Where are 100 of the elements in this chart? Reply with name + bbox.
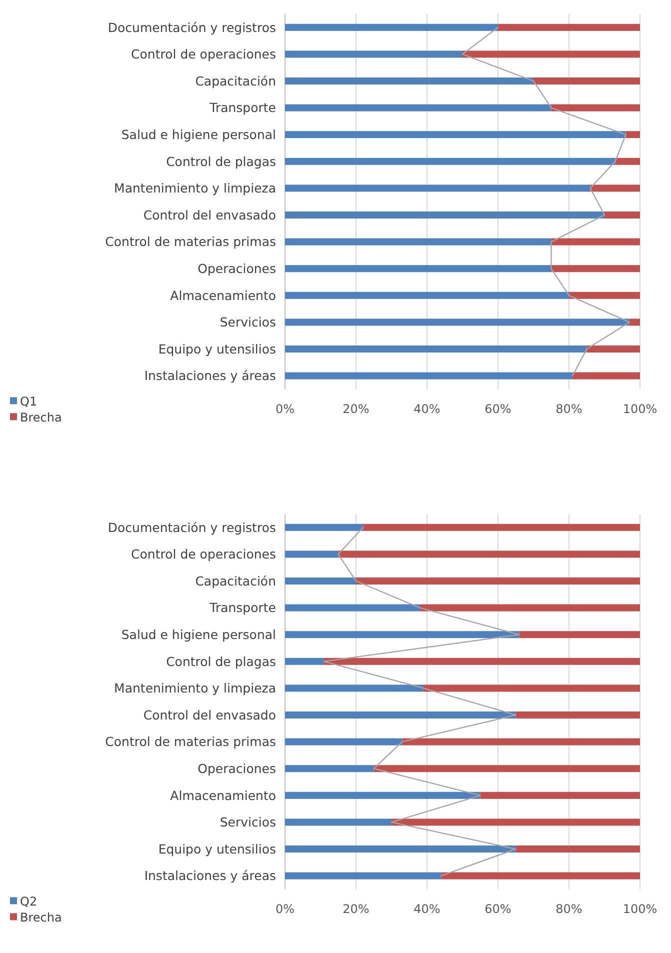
bar bbox=[516, 712, 640, 718]
x-tick-label: 100% bbox=[622, 902, 658, 916]
bar bbox=[498, 24, 640, 31]
x-tick-label: 0% bbox=[275, 402, 295, 416]
bar bbox=[572, 372, 640, 380]
y-tick-label: Control de materias primas bbox=[105, 234, 276, 250]
y-tick-label: Salud e higiene personal bbox=[121, 626, 276, 642]
bar bbox=[420, 604, 640, 612]
bar bbox=[516, 846, 640, 852]
bar bbox=[338, 550, 640, 558]
bar bbox=[569, 292, 640, 299]
bar bbox=[462, 50, 640, 58]
bar bbox=[285, 50, 462, 58]
y-tick-label: Transporte bbox=[208, 100, 276, 116]
y-tick-label: Documentación y registros bbox=[108, 520, 276, 535]
bar bbox=[285, 818, 392, 826]
bar bbox=[285, 158, 616, 165]
y-tick-label: Control del envasado bbox=[143, 207, 276, 222]
bar bbox=[356, 578, 640, 584]
bar bbox=[285, 238, 552, 246]
bar bbox=[285, 78, 534, 84]
bar bbox=[423, 684, 640, 692]
x-tick-label: 80% bbox=[556, 402, 582, 416]
bar bbox=[285, 265, 552, 272]
bar bbox=[615, 158, 640, 165]
bar bbox=[629, 318, 640, 326]
y-tick-label: Control de materias primas bbox=[105, 734, 276, 750]
y-tick-label: Almacenamiento bbox=[170, 788, 276, 803]
y-tick-label: Instalaciones y áreas bbox=[144, 368, 276, 384]
y-tick-label: Capacitación bbox=[195, 73, 276, 88]
bar bbox=[285, 578, 356, 584]
x-tick-label: 40% bbox=[414, 402, 440, 416]
y-tick-label: Equipo y utensilios bbox=[158, 841, 276, 856]
y-tick-label: Control de plagas bbox=[166, 654, 276, 669]
legend-label: Brecha bbox=[20, 910, 62, 924]
bar bbox=[519, 631, 640, 638]
bar bbox=[285, 658, 324, 665]
bar bbox=[285, 212, 604, 218]
bar bbox=[285, 604, 420, 612]
bar bbox=[324, 658, 640, 665]
y-tick-label: Capacitación bbox=[195, 573, 276, 588]
x-tick-label: 0% bbox=[275, 902, 295, 916]
y-tick-label: Control de operaciones bbox=[131, 546, 276, 562]
bar bbox=[285, 765, 374, 772]
bar bbox=[285, 292, 569, 299]
y-tick-label: Control del envasado bbox=[143, 707, 276, 722]
bar bbox=[363, 524, 640, 531]
bar bbox=[285, 738, 402, 746]
bar bbox=[586, 346, 640, 352]
bar bbox=[285, 318, 630, 326]
bar bbox=[626, 131, 640, 138]
x-tick-label: 40% bbox=[414, 902, 440, 916]
bar bbox=[480, 792, 640, 799]
x-tick-label: 20% bbox=[342, 902, 370, 916]
bar bbox=[285, 131, 626, 138]
legend-label: Q2 bbox=[20, 894, 38, 908]
bar bbox=[285, 524, 364, 531]
bar bbox=[551, 265, 640, 272]
bar bbox=[285, 872, 442, 880]
bar bbox=[534, 78, 640, 84]
y-tick-label: Transporte bbox=[208, 600, 276, 616]
y-tick-label: Operaciones bbox=[198, 260, 276, 276]
y-tick-label: Instalaciones y áreas bbox=[144, 868, 276, 884]
x-tick-label: 100% bbox=[622, 402, 658, 416]
bar bbox=[374, 765, 640, 772]
y-tick-label: Servicios bbox=[220, 814, 276, 830]
x-tick-label: 60% bbox=[484, 402, 512, 416]
bar bbox=[441, 872, 640, 880]
y-tick-label: Control de operaciones bbox=[131, 46, 276, 62]
bar bbox=[402, 738, 640, 746]
x-tick-label: 60% bbox=[484, 902, 512, 916]
bar bbox=[590, 184, 640, 192]
y-tick-label: Operaciones bbox=[198, 760, 276, 776]
x-tick-label: 80% bbox=[556, 902, 582, 916]
bar bbox=[285, 372, 573, 380]
bar bbox=[604, 212, 640, 218]
y-tick-label: Equipo y utensilios bbox=[158, 341, 276, 356]
bar bbox=[392, 818, 640, 826]
bar bbox=[551, 238, 640, 246]
y-tick-label: Almacenamiento bbox=[170, 288, 276, 303]
legend-label: Q1 bbox=[20, 394, 38, 408]
y-tick-label: Documentación y registros bbox=[108, 20, 276, 35]
x-tick-label: 20% bbox=[342, 402, 370, 416]
y-tick-label: Mantenimiento y limpieza bbox=[114, 180, 276, 196]
bar bbox=[285, 550, 338, 558]
y-tick-label: Salud e higiene personal bbox=[121, 126, 276, 142]
legend-label: Brecha bbox=[20, 410, 62, 424]
bar bbox=[285, 24, 498, 31]
bar bbox=[285, 104, 552, 112]
bar bbox=[551, 104, 640, 112]
bar bbox=[285, 684, 424, 692]
y-tick-label: Servicios bbox=[220, 314, 276, 330]
y-tick-label: Mantenimiento y limpieza bbox=[114, 680, 276, 696]
bar bbox=[285, 346, 587, 352]
bar bbox=[285, 792, 480, 799]
y-tick-label: Control de plagas bbox=[166, 154, 276, 169]
bar bbox=[285, 184, 590, 192]
bar bbox=[285, 631, 520, 638]
bar bbox=[285, 712, 516, 718]
bar bbox=[285, 846, 516, 852]
